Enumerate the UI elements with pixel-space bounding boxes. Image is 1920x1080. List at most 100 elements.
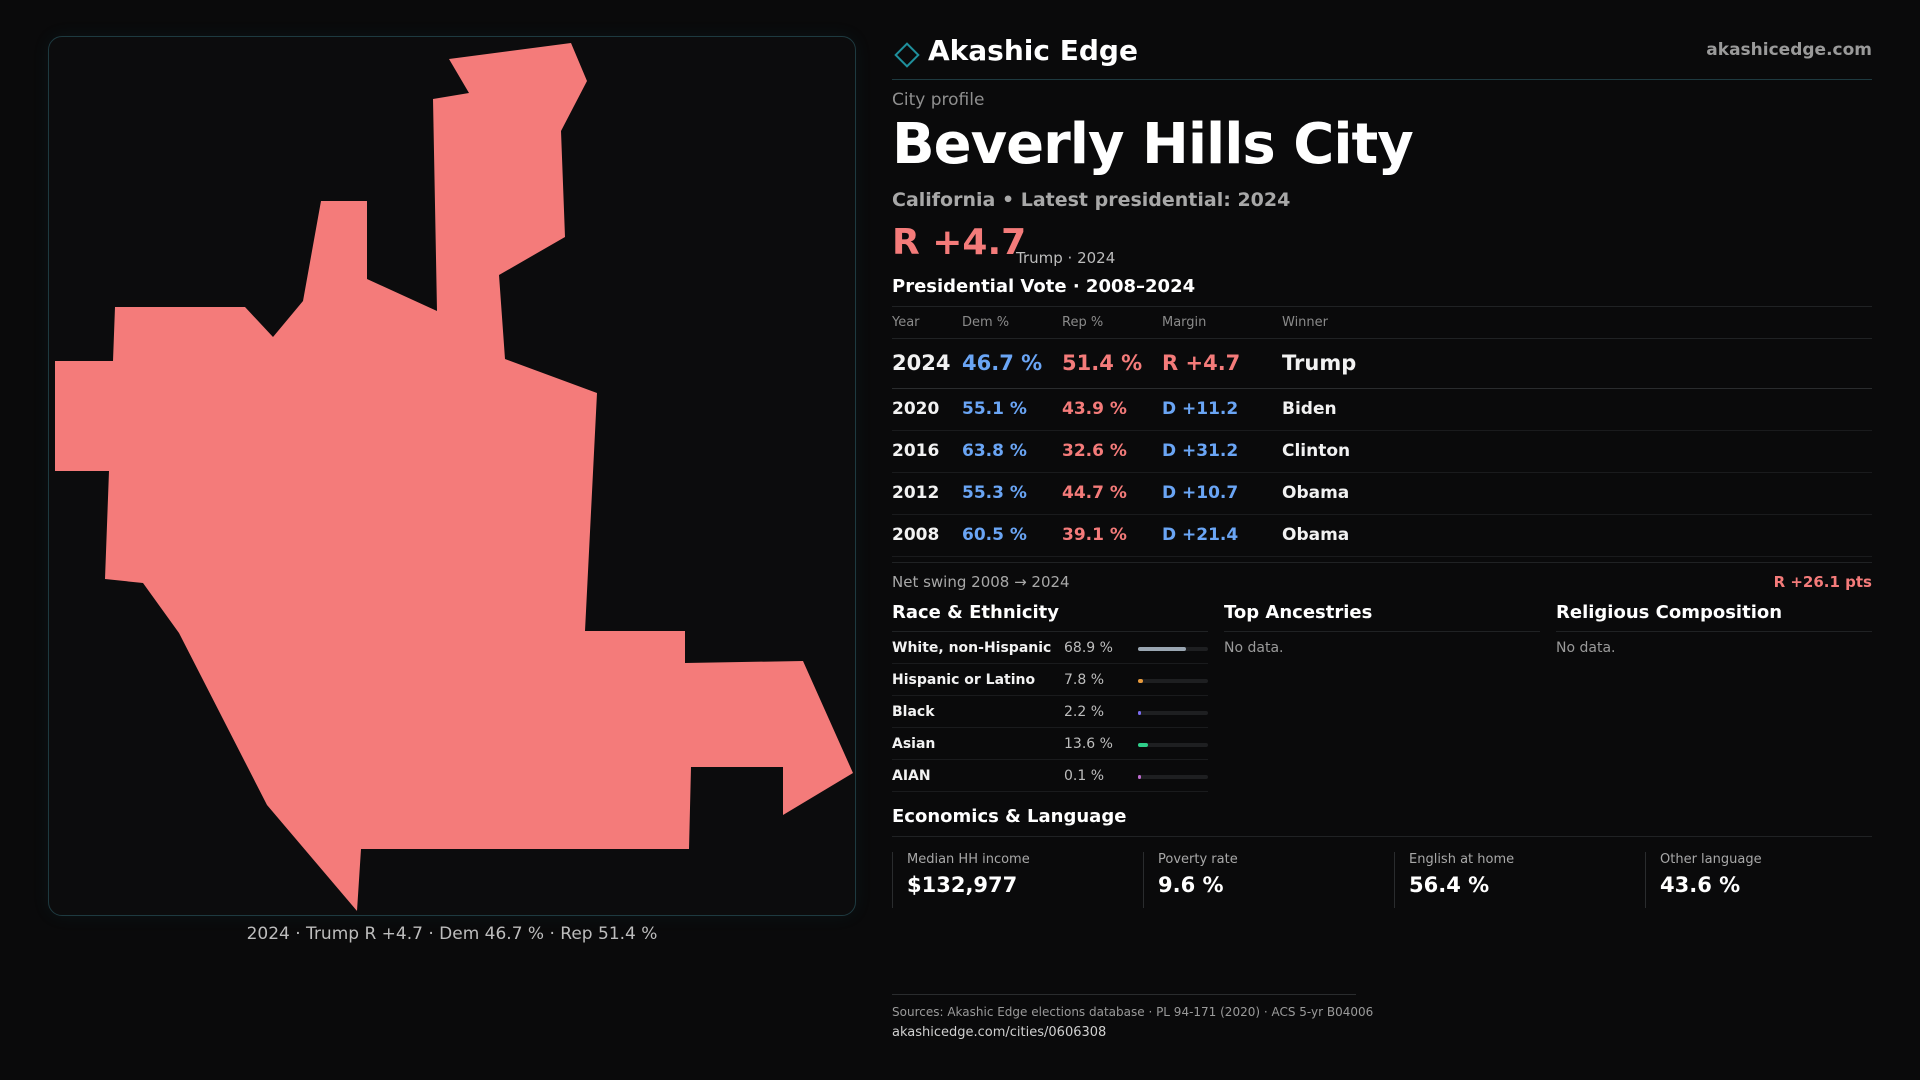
cell-rep-pct: 43.9 % (1062, 388, 1162, 431)
stat-label: Other language (1660, 852, 1762, 867)
column-header-rep: Rep % (1062, 308, 1162, 339)
race-bar-track (1138, 743, 1208, 747)
page-kicker: City profile (892, 90, 985, 110)
city-boundary-polygon (55, 43, 853, 911)
religion-empty-text: No data. (1556, 640, 1616, 656)
cell-rep-pct: 44.7 % (1062, 472, 1162, 515)
cell-winner: Clinton (1282, 430, 1872, 473)
brand-name[interactable]: Akashic Edge (928, 34, 1138, 67)
race-row: Asian 13.6 % (892, 728, 1208, 760)
cell-dem-pct: 55.3 % (962, 472, 1062, 515)
race-name: Black (892, 704, 935, 720)
cell-dem-pct: 60.5 % (962, 514, 1062, 557)
race-bar-fill (1138, 647, 1187, 651)
city-boundary-map (48, 36, 856, 916)
race-bar-track (1138, 775, 1208, 779)
page-title: Beverly Hills City (892, 112, 1414, 177)
source-url-link[interactable]: akashicedge.com/cities/0606308 (892, 1025, 1107, 1040)
net-swing-value: R +26.1 pts (1773, 573, 1872, 591)
race-percent: 13.6 % (1064, 736, 1113, 752)
race-row: White, non-Hispanic 68.9 % (892, 632, 1208, 664)
race-bar-fill (1138, 743, 1148, 747)
race-name: White, non-Hispanic (892, 640, 1052, 656)
race-row: Black 2.2 % (892, 696, 1208, 728)
stat-value: 9.6 % (1158, 873, 1224, 897)
table-row: 2024 46.7 % 51.4 % R +4.7 Trump (892, 338, 1872, 389)
stat-median-income: Median HH income $132,977 (892, 852, 1142, 908)
religion-section: Religious Composition No data. (1556, 602, 1872, 656)
cell-winner: Obama (1282, 472, 1872, 515)
latest-margin: R +4.7 (892, 222, 1027, 263)
stat-label: Poverty rate (1158, 852, 1238, 867)
economics-section-title: Economics & Language (892, 806, 1127, 827)
cell-margin: D +21.4 (1162, 514, 1282, 557)
cell-rep-pct: 39.1 % (1062, 514, 1162, 557)
cell-year: 2008 (892, 514, 962, 557)
race-percent: 0.1 % (1064, 768, 1105, 784)
divider (892, 994, 1356, 995)
divider (892, 562, 1872, 563)
table-row: 2020 55.1 % 43.9 % D +11.2 Biden (892, 388, 1872, 431)
votes-section-title: Presidential Vote · 2008–2024 (892, 276, 1196, 297)
cell-dem-pct: 55.1 % (962, 388, 1062, 431)
page-subtitle: California • Latest presidential: 2024 (892, 189, 1291, 211)
net-swing-label: Net swing 2008 → 2024 (892, 573, 1070, 591)
cell-dem-pct: 46.7 % (962, 338, 1062, 389)
race-bar-track (1138, 679, 1208, 683)
latest-margin-note: Trump · 2024 (1016, 249, 1116, 267)
city-boundary-shape (55, 43, 853, 911)
cell-winner: Trump (1282, 338, 1872, 389)
ancestries-empty-text: No data. (1224, 640, 1284, 656)
cell-year: 2016 (892, 430, 962, 473)
race-name: Asian (892, 736, 936, 752)
race-bar-fill (1138, 679, 1144, 683)
race-percent: 7.8 % (1064, 672, 1105, 688)
cell-margin: D +10.7 (1162, 472, 1282, 515)
race-percent: 68.9 % (1064, 640, 1113, 656)
race-bar-fill (1138, 711, 1141, 715)
divider (892, 306, 1872, 307)
ancestries-section-title: Top Ancestries (1224, 602, 1540, 632)
cell-year: 2012 (892, 472, 962, 515)
cell-winner: Obama (1282, 514, 1872, 557)
stat-label: Median HH income (907, 852, 1030, 867)
cell-winner: Biden (1282, 388, 1872, 431)
column-header-year: Year (892, 308, 962, 339)
stat-value: 56.4 % (1409, 873, 1490, 897)
divider (892, 836, 1872, 837)
stat-other-language: Other language 43.6 % (1645, 852, 1872, 908)
race-name: Hispanic or Latino (892, 672, 1036, 688)
cell-margin: D +11.2 (1162, 388, 1282, 431)
race-bar-fill (1138, 775, 1141, 779)
cell-margin: R +4.7 (1162, 338, 1282, 389)
race-row: Hispanic or Latino 7.8 % (892, 664, 1208, 696)
sources-text: Sources: Akashic Edge elections database… (892, 1005, 1374, 1019)
cell-rep-pct: 51.4 % (1062, 338, 1162, 389)
cell-year: 2024 (892, 338, 962, 389)
column-header-winner: Winner (1282, 308, 1872, 339)
cell-dem-pct: 63.8 % (962, 430, 1062, 473)
column-header-dem: Dem % (962, 308, 1062, 339)
column-header-margin: Margin (1162, 308, 1282, 339)
race-ethnicity-section: Race & Ethnicity White, non-Hispanic 68.9… (892, 602, 1208, 792)
stat-label: English at home (1409, 852, 1515, 867)
site-url-link[interactable]: akashicedge.com (1706, 40, 1872, 60)
table-header-row: Year Dem % Rep % Margin Winner (892, 308, 1872, 339)
race-section-title: Race & Ethnicity (892, 602, 1208, 632)
ancestries-section: Top Ancestries No data. (1224, 602, 1540, 656)
diamond-icon (894, 42, 920, 68)
race-name: AIAN (892, 768, 931, 784)
table-row: 2012 55.3 % 44.7 % D +10.7 Obama (892, 472, 1872, 515)
cell-rep-pct: 32.6 % (1062, 430, 1162, 473)
religion-section-title: Religious Composition (1556, 602, 1872, 632)
table-row: 2008 60.5 % 39.1 % D +21.4 Obama (892, 514, 1872, 557)
profile-panel: Akashic Edge akashicedge.com City profil… (892, 0, 1872, 1080)
table-row: 2016 63.8 % 32.6 % D +31.2 Clinton (892, 430, 1872, 473)
brand-header: Akashic Edge akashicedge.com (892, 34, 1872, 80)
race-bar-track (1138, 711, 1208, 715)
stat-value: $132,977 (907, 873, 1018, 897)
race-percent: 2.2 % (1064, 704, 1105, 720)
stat-value: 43.6 % (1660, 873, 1741, 897)
race-bar-track (1138, 647, 1208, 651)
stat-poverty-rate: Poverty rate 9.6 % (1143, 852, 1393, 908)
